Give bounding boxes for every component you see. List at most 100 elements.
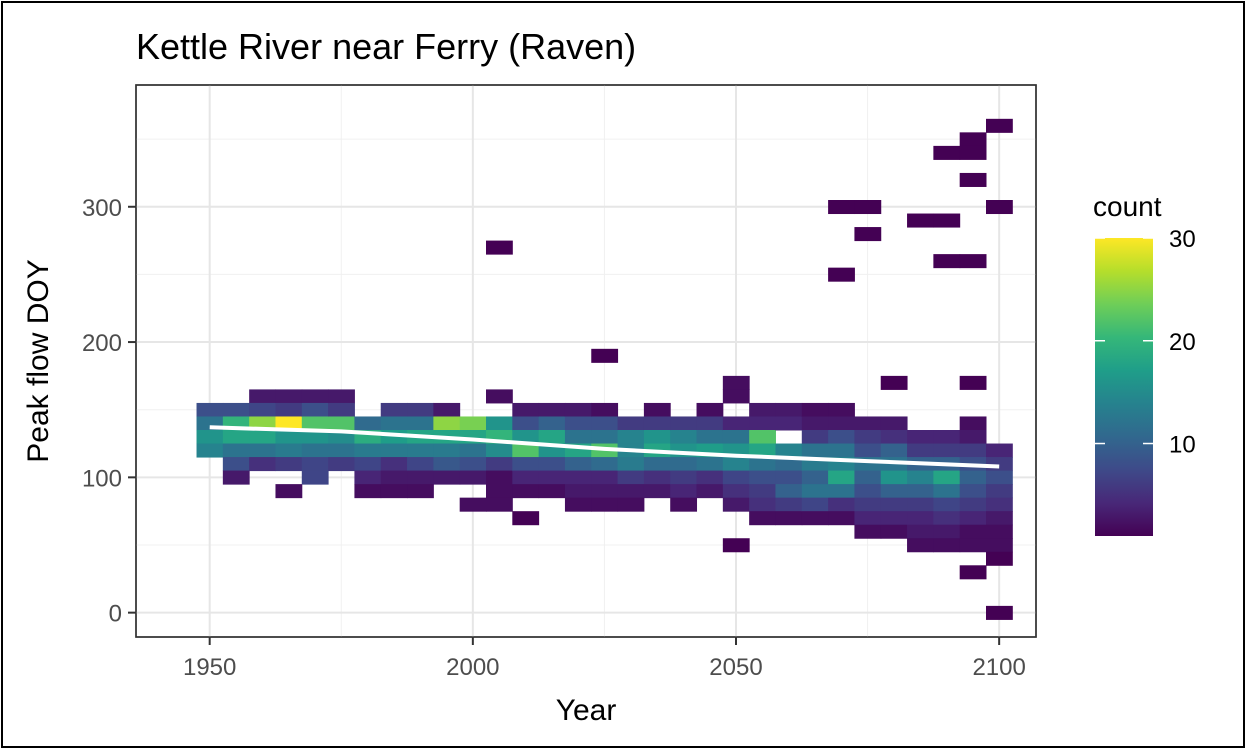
plot-panel <box>135 84 1037 638</box>
heatmap-cell <box>249 402 276 417</box>
heatmap-cell <box>959 443 987 458</box>
y-axis-title: Peak flow DOY <box>22 259 55 462</box>
heatmap-cell <box>749 443 776 458</box>
heatmap-cell <box>696 457 724 472</box>
heatmap-cell <box>880 443 908 458</box>
heatmap-cell <box>722 497 750 512</box>
heatmap-cell <box>328 402 355 417</box>
heatmap-cell <box>328 457 355 472</box>
heatmap-cell <box>512 511 540 526</box>
heatmap-cell <box>249 430 276 445</box>
plot-panel-border <box>135 84 1037 638</box>
heatmap-cell <box>959 497 987 512</box>
heatmap-cell <box>591 402 619 417</box>
heatmap-cell <box>722 389 750 404</box>
heatmap-cell <box>959 484 987 499</box>
y-axis: 0 100 200 300 <box>82 195 136 628</box>
y-tick-label: 300 <box>82 195 122 222</box>
heatmap-cell <box>749 511 776 526</box>
x-axis: 1950 2000 2050 2100 <box>183 637 1026 681</box>
heatmap-cell <box>486 484 513 499</box>
heatmap-cell <box>486 457 513 472</box>
heatmap-cell <box>696 470 724 485</box>
heatmap-cell <box>407 443 434 458</box>
heatmap-cell <box>880 430 908 445</box>
color-legend: count 10 20 30 <box>1093 191 1196 536</box>
heatmap-cell <box>670 430 698 445</box>
heatmap-cell <box>617 470 645 485</box>
heatmap-cell <box>275 457 303 472</box>
heatmap-cell <box>512 457 540 472</box>
heatmap-cell <box>670 497 698 512</box>
heatmap-cell <box>959 375 987 390</box>
heatmap-cell <box>986 484 1013 499</box>
heatmap-cell <box>749 497 776 512</box>
heatmap-cell <box>459 443 487 458</box>
legend-colorbar <box>1095 238 1153 536</box>
heatmap-cell <box>459 457 487 472</box>
heatmap-cell <box>538 430 566 445</box>
y-tick-label: 200 <box>82 330 122 357</box>
heatmap-cell <box>433 416 461 431</box>
heatmap-cell <box>959 254 987 269</box>
heatmap-cell <box>354 416 382 431</box>
heatmap-cell <box>275 430 303 445</box>
heatmap-cell <box>380 416 408 431</box>
heatmap-cell <box>328 389 355 404</box>
heatmap-cell <box>222 430 250 445</box>
heatmap-cell <box>591 484 619 499</box>
legend-ticks: 10 20 30 <box>1095 226 1196 459</box>
heatmap-cell <box>407 470 434 485</box>
heatmap-cell <box>933 484 961 499</box>
heatmap-cell <box>986 538 1013 553</box>
heatmap-cell <box>828 484 855 499</box>
heatmap-cell <box>564 470 592 485</box>
heatmap-cell <box>696 416 724 431</box>
heatmap-cell <box>933 524 961 539</box>
heatmap-cell <box>749 402 776 417</box>
heatmap-cell <box>986 200 1013 215</box>
heatmap-cell <box>301 416 329 431</box>
heatmap-cell <box>986 443 1013 458</box>
heatmap-cell <box>380 484 408 499</box>
heatmap-cell <box>828 200 855 215</box>
heatmap-cell <box>433 457 461 472</box>
heatmap-cell <box>828 470 855 485</box>
heatmap-cell <box>854 227 882 242</box>
heatmap-cell <box>749 416 776 431</box>
heatmap-cell <box>564 497 592 512</box>
heatmap-cell <box>933 511 961 526</box>
heatmap-cell <box>301 443 329 458</box>
heatmap-cell <box>459 470 487 485</box>
heatmap-cell <box>486 497 513 512</box>
heatmap-cell <box>512 430 540 445</box>
heatmap-cell <box>538 484 566 499</box>
heatmap-cell <box>591 430 619 445</box>
heatmap-cell <box>380 457 408 472</box>
x-tick-label: 2100 <box>972 654 1025 681</box>
heatmap-cell <box>591 348 619 363</box>
x-tick-label: 2000 <box>446 654 499 681</box>
x-tick-label: 1950 <box>183 654 236 681</box>
heatmap-cell <box>933 213 961 228</box>
heatmap-cell <box>854 430 882 445</box>
heatmap-cell <box>722 538 750 553</box>
heatmap-cell <box>722 430 750 445</box>
heatmap-cell <box>959 470 987 485</box>
heatmap-cell <box>591 457 619 472</box>
heatmap-cell <box>722 375 750 390</box>
heatmap-cell <box>433 443 461 458</box>
heatmap-cell <box>959 145 987 160</box>
heatmap-cell <box>670 470 698 485</box>
heatmap-cell <box>907 443 934 458</box>
heatmap-cell <box>959 430 987 445</box>
heatmap-cell <box>775 484 803 499</box>
heatmap-cell <box>591 470 619 485</box>
heatmap-cell <box>775 457 803 472</box>
legend-title: count <box>1093 191 1162 222</box>
heatmap-cell <box>828 267 855 282</box>
heatmap-cell <box>249 457 276 472</box>
heatmap-cell <box>959 132 987 147</box>
heatmap-cell <box>775 402 803 417</box>
heatmap-cell <box>222 457 250 472</box>
